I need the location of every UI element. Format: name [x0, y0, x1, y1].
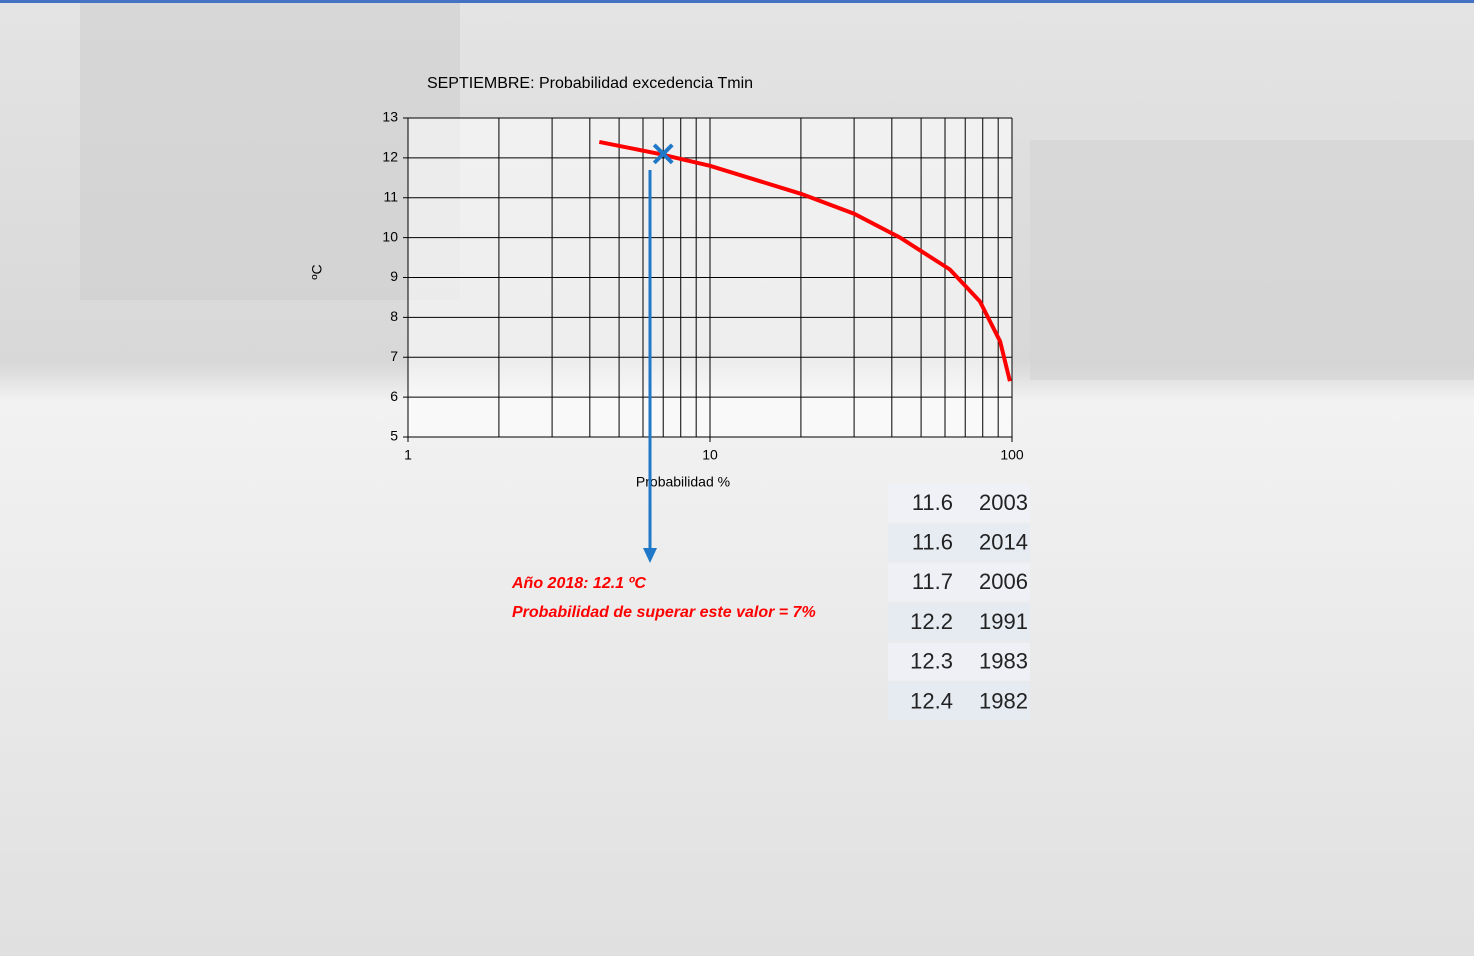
- plot: 5 6 7 8 9 10 11 12 13 1 10 100: [382, 109, 1023, 463]
- y-tick-label: 11: [383, 188, 398, 204]
- table-cell: 11.6: [912, 490, 953, 515]
- top-border: [0, 0, 1474, 3]
- table-row: [888, 682, 1030, 721]
- table-cell: 12.4: [910, 688, 953, 713]
- table-cell: 11.6: [912, 530, 953, 555]
- arrow-head: [643, 548, 657, 563]
- table-cell: 11.7: [912, 569, 953, 594]
- chart-title: SEPTIEMBRE: Probabilidad excedencia Tmin: [427, 75, 753, 92]
- y-tick-label: 9: [390, 268, 398, 284]
- table-cell: 1982: [979, 688, 1028, 713]
- table-cell: 12.3: [910, 649, 953, 674]
- table-cell: 12.2: [910, 609, 953, 634]
- y-tick-label: 7: [390, 348, 398, 364]
- table-row: [888, 603, 1030, 642]
- table-cell: 2014: [979, 530, 1028, 555]
- y-axis-label: ºC: [309, 264, 325, 279]
- x-tick-label: 10: [702, 447, 718, 463]
- highlight-marker: [652, 143, 674, 165]
- table-row: [888, 642, 1030, 681]
- background-building: [1030, 140, 1474, 380]
- table: 11.6 2003 11.6 2014 11.7 2006 12.2 1991 12.3 1983…: [888, 484, 1030, 721]
- marker-stroke: [652, 143, 674, 165]
- table-cell: 2003: [979, 490, 1028, 515]
- y-tick-label: 10: [382, 228, 398, 244]
- table-row: [888, 563, 1030, 602]
- x-axis-label: Probabilidad %: [636, 474, 730, 490]
- annotation: Año 2018: 12.1 ºC: [511, 575, 646, 592]
- series-line: [598, 139, 1012, 382]
- y-tick-label: 6: [390, 388, 398, 404]
- y-tick-label: 12: [382, 149, 398, 165]
- table-cell: 1983: [979, 649, 1028, 674]
- y-tick-label: 13: [382, 109, 398, 125]
- y-tick-label: 8: [390, 308, 398, 324]
- background-building: [80, 0, 460, 300]
- x-tick-label: 100: [1000, 447, 1024, 463]
- annotation: Probabilidad de superar este valor = 7%: [512, 604, 816, 621]
- table-cell: 2006: [979, 569, 1028, 594]
- table-row: [888, 484, 1030, 522]
- table-row: [888, 523, 1030, 562]
- x-tick-label: 1: [404, 447, 412, 463]
- table-cell: 1991: [979, 609, 1028, 634]
- y-tick-label: 5: [390, 428, 398, 444]
